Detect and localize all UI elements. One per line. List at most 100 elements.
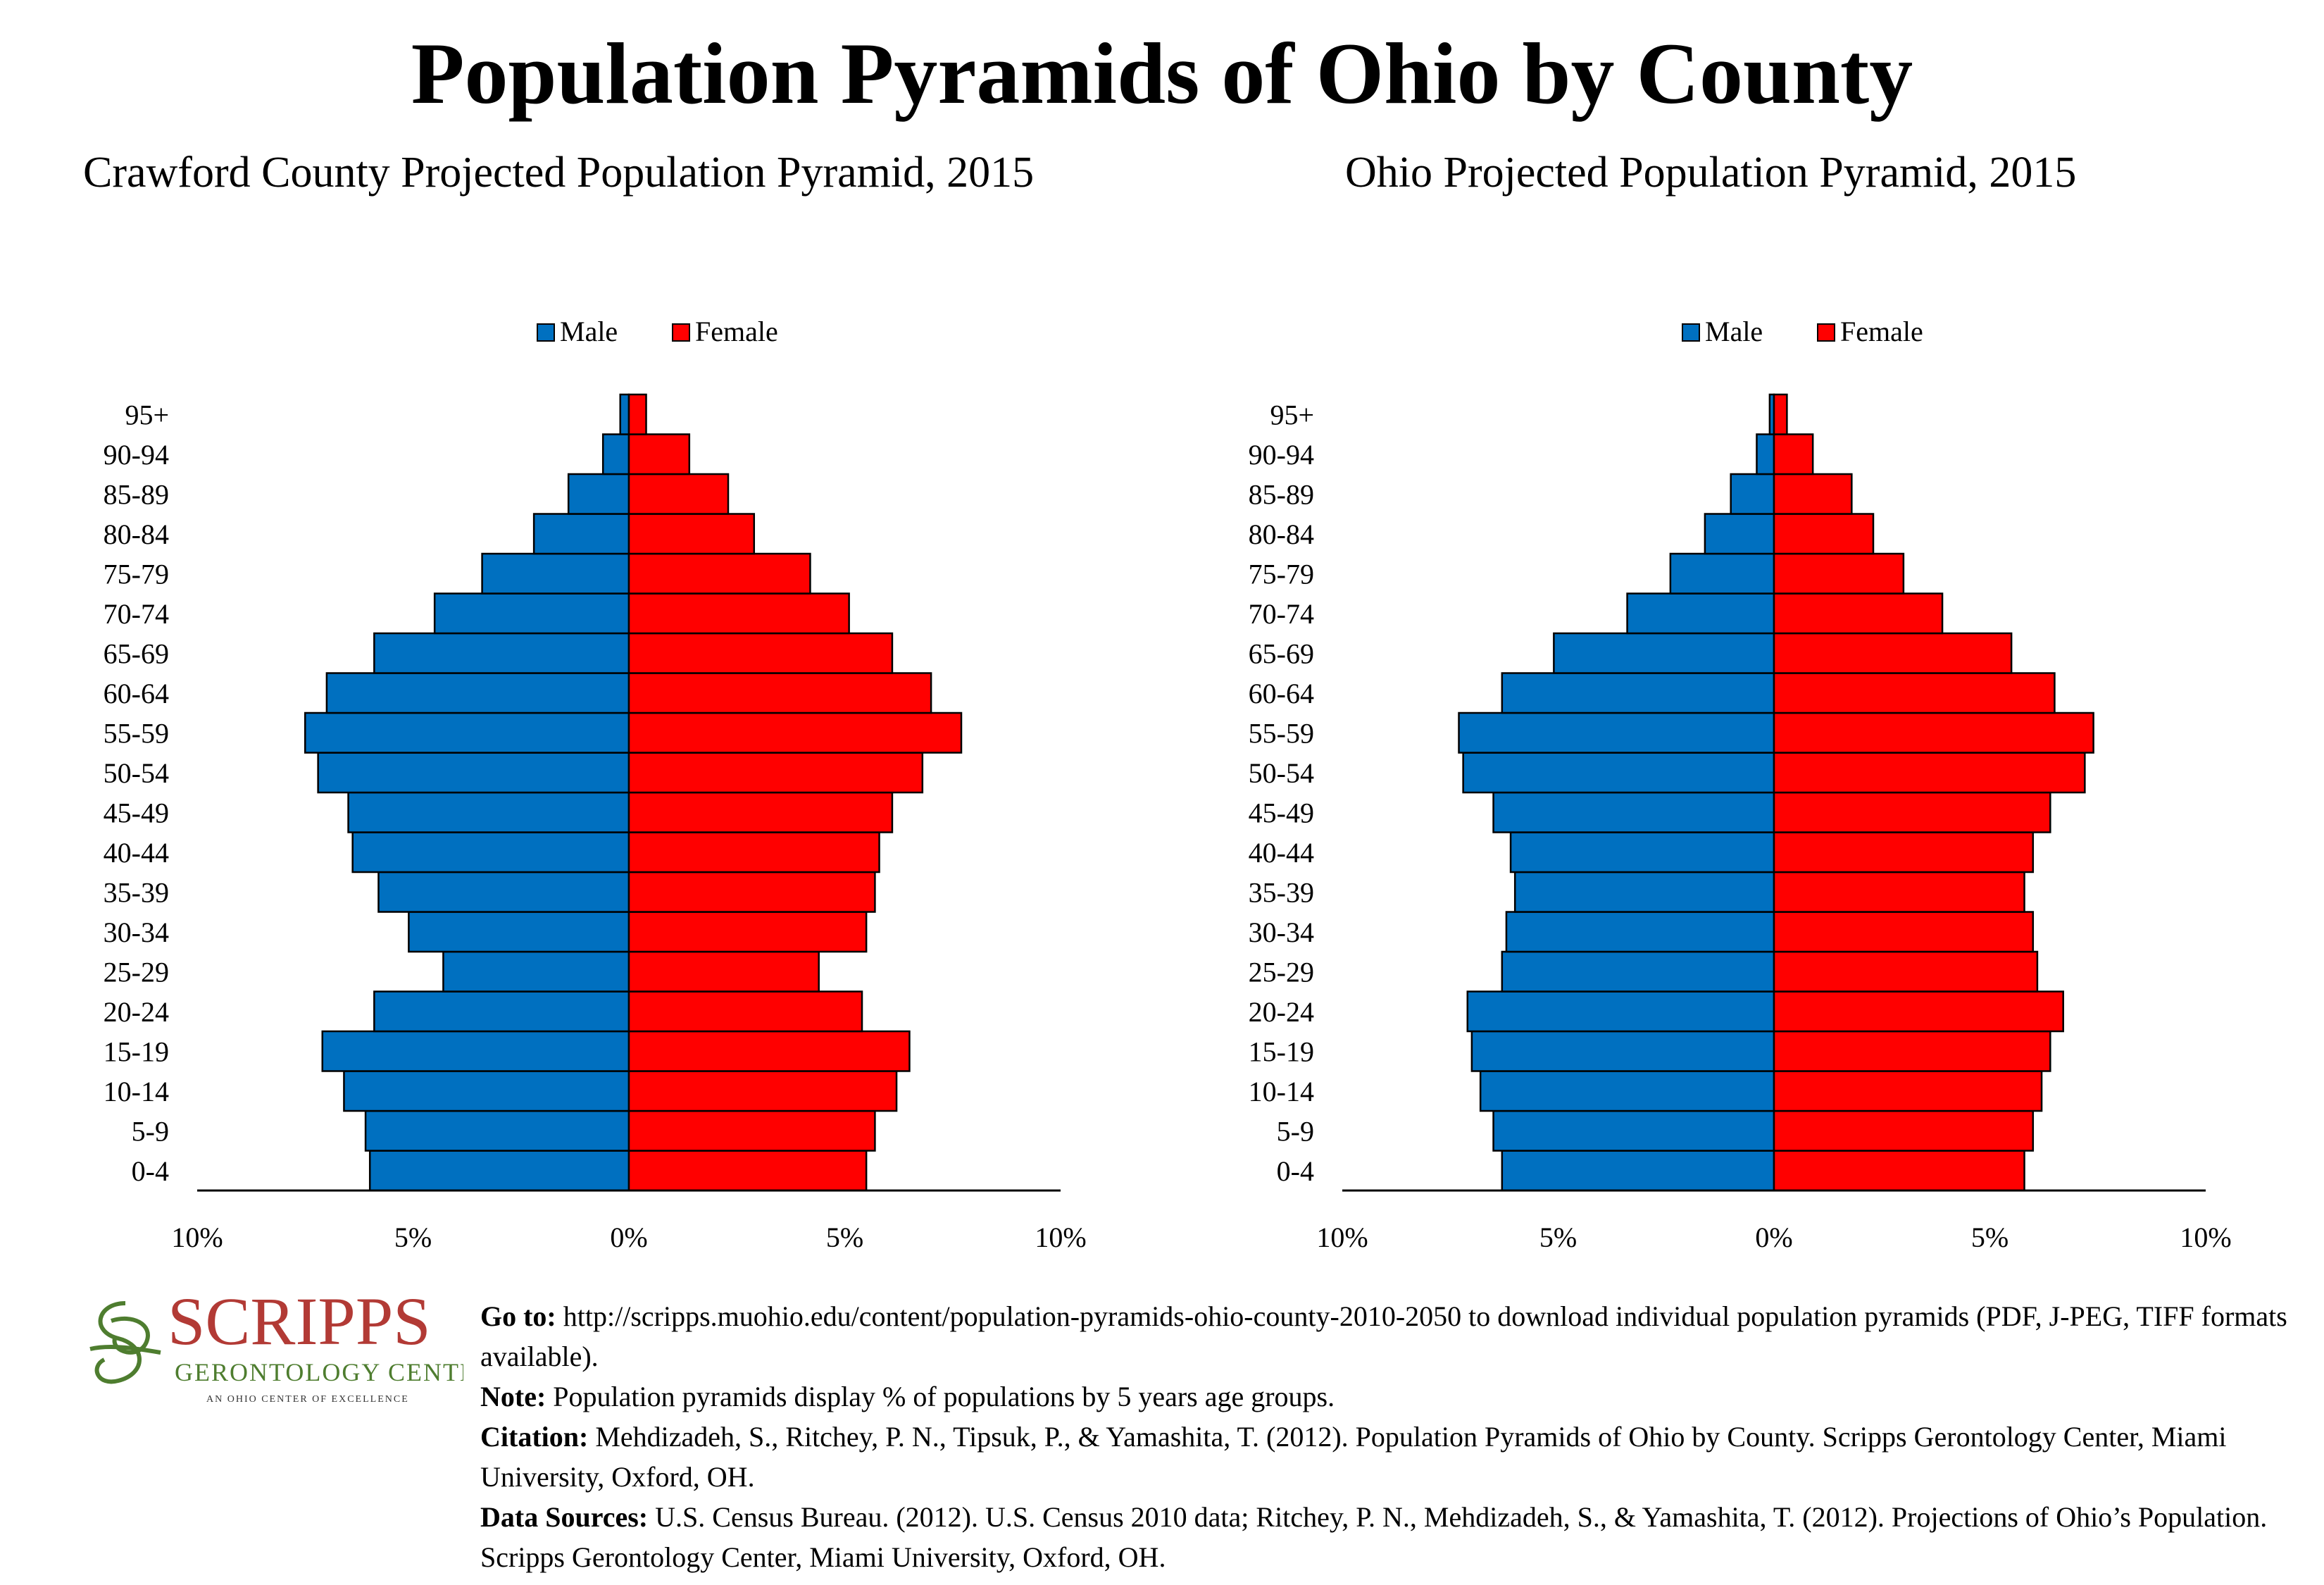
age-label-40-44: 40-44	[1249, 837, 1314, 869]
age-label-15-19: 15-19	[1249, 1036, 1314, 1067]
bar-female-75-79	[627, 552, 811, 595]
legend-label-male: Male	[1705, 316, 1763, 347]
bar-female-90-94	[627, 433, 691, 476]
age-label-75-79: 75-79	[1249, 558, 1314, 590]
age-label-65-69: 65-69	[104, 638, 169, 669]
bar-male-35-39	[377, 871, 630, 913]
age-label-60-64: 60-64	[1249, 678, 1314, 709]
bar-female-5-9	[627, 1110, 876, 1152]
bar-male-0-4	[1501, 1150, 1775, 1192]
bar-female-55-59	[1773, 711, 2094, 754]
bar-female-15-19	[627, 1030, 911, 1072]
citation-note: Citation: Mehdizadeh, S., Ritchey, P. N.…	[480, 1421, 2227, 1493]
age-label-85-89: 85-89	[104, 478, 169, 510]
bar-male-15-19	[1470, 1030, 1775, 1072]
note-line: Note: Population pyramids display % of p…	[480, 1381, 1335, 1412]
x-tick-label: 5%	[826, 1222, 863, 1253]
goto-note: Go to: http://scripps.muohio.edu/content…	[480, 1300, 2287, 1372]
legend-swatch-male	[537, 323, 555, 342]
bar-male-60-64	[1501, 672, 1775, 714]
bar-female-75-79	[1773, 552, 1905, 595]
age-label-60-64: 60-64	[104, 678, 169, 709]
age-label-55-59: 55-59	[1249, 717, 1314, 749]
legend-swatch-male	[1682, 323, 1700, 342]
bar-male-5-9	[364, 1110, 630, 1152]
bar-male-65-69	[373, 632, 630, 674]
bar-male-40-44	[1509, 831, 1775, 874]
bar-male-20-24	[373, 990, 630, 1033]
bar-female-50-54	[627, 752, 924, 794]
bar-male-85-89	[567, 473, 630, 515]
bar-female-35-39	[627, 871, 876, 913]
bar-female-65-69	[627, 632, 894, 674]
bar-male-45-49	[1492, 791, 1775, 833]
age-label-35-39: 35-39	[1249, 876, 1314, 908]
bar-female-20-24	[627, 990, 863, 1033]
bar-male-55-59	[1458, 711, 1775, 754]
bar-female-35-39	[1773, 871, 2025, 913]
legend-label-male: Male	[560, 316, 618, 347]
age-label-90-94: 90-94	[1249, 439, 1314, 471]
bar-female-85-89	[1773, 473, 1853, 515]
bar-female-40-44	[1773, 831, 2035, 874]
bar-female-30-34	[627, 911, 868, 953]
crawford-pyramid-chart: Male Female 0-4 5-9 10-14 15-19 20-24 25-29 30-3…	[104, 316, 1087, 1253]
x-tick-label: 5%	[1971, 1222, 2008, 1253]
legend-label-female: Female	[695, 316, 778, 347]
bar-male-5-9	[1492, 1110, 1775, 1152]
bar-male-55-59	[304, 711, 630, 754]
age-label-85-89: 85-89	[1249, 478, 1314, 510]
bar-male-70-74	[1626, 592, 1775, 635]
age-label-55-59: 55-59	[104, 717, 169, 749]
x-tick-label: 0%	[1755, 1222, 1792, 1253]
bar-female-60-64	[1773, 672, 2056, 714]
bar-female-70-74	[627, 592, 850, 635]
age-label-15-19: 15-19	[104, 1036, 169, 1067]
scripps-logo: SCRIPPS GERONTOLOGY CENTER AN OHIO CENTE…	[89, 1283, 463, 1405]
age-label-10-14: 10-14	[1249, 1076, 1314, 1107]
x-tick-label: 0%	[610, 1222, 647, 1253]
legend-swatch-female	[1817, 323, 1835, 342]
bar-male-25-29	[442, 950, 630, 993]
x-tick-label: 5%	[1539, 1222, 1577, 1253]
age-label-30-34: 30-34	[104, 916, 169, 948]
age-label-10-14: 10-14	[104, 1076, 169, 1107]
ohio-pyramid-chart: Male Female 0-4 5-9 10-14 15-19 20-24 25-29 30-3…	[1249, 316, 2232, 1253]
bar-female-80-84	[1773, 513, 1875, 555]
bar-female-25-29	[627, 950, 820, 993]
age-label-90-94: 90-94	[104, 439, 169, 471]
age-label-5-9: 5-9	[1277, 1115, 1314, 1147]
age-label-5-9: 5-9	[132, 1115, 169, 1147]
legend-label-female: Female	[1840, 316, 1923, 347]
bar-male-95+	[619, 393, 630, 435]
age-label-70-74: 70-74	[104, 598, 169, 630]
ohio-chart-title: Ohio Projected Population Pyramid, 2015	[1345, 149, 2077, 197]
bar-male-80-84	[1704, 513, 1775, 555]
x-tick-label: 5%	[394, 1222, 432, 1253]
page-title: Population Pyramids of Ohio by County	[411, 25, 1913, 122]
bar-female-25-29	[1773, 950, 2039, 993]
bar-male-30-34	[408, 911, 630, 953]
bar-female-30-34	[1773, 911, 2035, 953]
bar-male-70-74	[433, 592, 630, 635]
age-label-50-54: 50-54	[1249, 757, 1314, 789]
bar-male-15-19	[321, 1030, 630, 1072]
logo-subtitle: GERONTOLOGY CENTER	[175, 1358, 463, 1386]
bar-female-85-89	[627, 473, 730, 515]
age-label-95+: 95+	[125, 399, 169, 430]
x-tick-label: 10%	[2180, 1222, 2231, 1253]
data-sources-note: Data Sources: U.S. Census Bureau. (2012)…	[480, 1501, 2268, 1573]
bar-female-10-14	[627, 1070, 898, 1112]
age-label-20-24: 20-24	[1249, 996, 1314, 1028]
bar-female-55-59	[627, 711, 963, 754]
age-label-25-29: 25-29	[104, 956, 169, 988]
age-label-30-34: 30-34	[1249, 916, 1314, 948]
bar-female-95+	[1773, 393, 1788, 435]
x-tick-label: 10%	[1035, 1222, 1086, 1253]
bar-male-10-14	[1479, 1070, 1775, 1112]
bar-female-90-94	[1773, 433, 1814, 476]
bar-male-90-94	[601, 433, 630, 476]
logo-name: SCRIPPS	[168, 1283, 431, 1359]
bar-male-30-34	[1505, 911, 1775, 953]
bar-male-75-79	[481, 552, 630, 595]
